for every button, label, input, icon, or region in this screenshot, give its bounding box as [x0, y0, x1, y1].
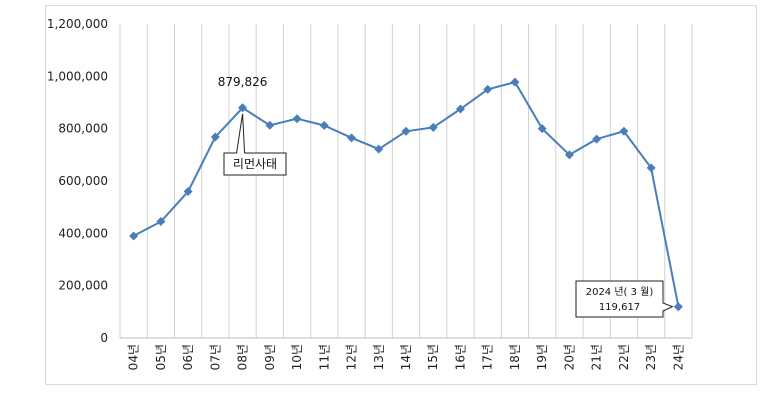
data-point: [592, 134, 602, 144]
x-tick-label: 19년: [535, 344, 549, 370]
y-tick-label: 1,200,000: [47, 17, 108, 31]
data-point: [455, 104, 465, 114]
data-point: [646, 163, 656, 173]
data-point: [673, 302, 683, 312]
data-point: [510, 77, 520, 87]
data-point: [401, 126, 411, 136]
x-tick-label: 13년: [372, 344, 386, 370]
x-tick-label: 10년: [290, 344, 304, 370]
x-tick-label: 12년: [345, 344, 359, 370]
data-point: [183, 186, 193, 196]
y-tick-label: 200,000: [58, 279, 108, 293]
y-tick-label: 600,000: [58, 174, 108, 188]
y-tick-labels: 0 200,000 400,000 600,000 800,000 1,000,000 1,…: [47, 17, 108, 345]
grid-lines: [119, 24, 693, 338]
x-tick-label: 24년: [671, 344, 685, 370]
data-point: [537, 124, 547, 134]
x-tick-label: 16년: [453, 344, 467, 370]
series-line: [133, 80, 680, 307]
x-tick-label: 15년: [426, 344, 440, 370]
y-tick-label: 0: [100, 331, 108, 345]
data-point: [210, 132, 220, 142]
data-point: [374, 144, 384, 154]
series-markers: [129, 77, 683, 312]
x-tick-labels: 04년 05년 06년 07년 08년 09년 10년 11년 12년 13년 14년 15년 16년 1…: [127, 344, 686, 370]
data-point: [156, 217, 166, 227]
peak-value-label: 879,826: [218, 75, 268, 89]
x-tick-label: 09년: [263, 344, 277, 370]
event-callout: 리먼사태: [223, 113, 287, 176]
data-point: [238, 103, 248, 113]
x-tick-label: 07년: [208, 344, 222, 370]
x-tick-label: 06년: [181, 344, 195, 370]
chart-frame: [45, 5, 757, 385]
data-point: [292, 114, 302, 124]
data-point: [564, 150, 574, 160]
y-tick-label: 1,000,000: [47, 69, 108, 83]
last-value-callout-box: [575, 280, 674, 318]
event-callout-box: [223, 113, 287, 176]
last-value-callout-title: 2024 년( 3 월): [586, 286, 654, 298]
data-point: [129, 231, 139, 241]
data-point: [347, 133, 357, 143]
x-tick-label: 18년: [508, 344, 522, 370]
x-tick-label: 11년: [317, 344, 331, 370]
x-tick-label: 20년: [562, 344, 576, 370]
data-point: [483, 84, 493, 94]
event-callout-text: 리먼사태: [233, 157, 277, 171]
data-point: [619, 126, 629, 136]
x-tick-label: 04년: [127, 344, 141, 370]
y-tick-label: 800,000: [58, 122, 108, 136]
last-value-callout: 2024 년( 3 월) 119,617: [575, 280, 674, 318]
data-point: [428, 122, 438, 132]
x-tick-label: 23년: [644, 344, 658, 370]
x-tick-label: 17년: [481, 344, 495, 370]
last-value-callout-value: 119,617: [599, 302, 640, 313]
data-point: [319, 121, 329, 131]
data-point: [265, 120, 275, 130]
x-tick-label: 08년: [236, 344, 250, 370]
x-tick-label: 05년: [154, 344, 168, 370]
x-tick-label: 14년: [399, 344, 413, 370]
x-tick-label: 22년: [617, 344, 631, 370]
x-tick-label: 21년: [590, 344, 604, 370]
y-tick-label: 400,000: [58, 226, 108, 240]
